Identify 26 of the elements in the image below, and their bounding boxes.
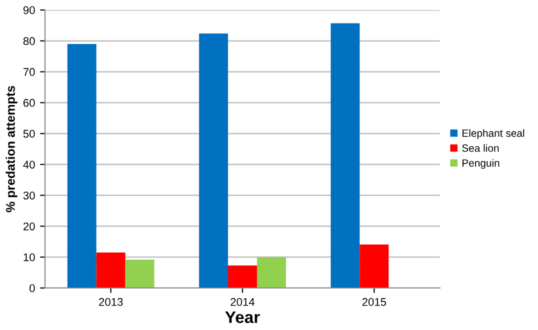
x-tick-label: 2013 bbox=[99, 298, 123, 306]
y-tick-label: 70 bbox=[23, 68, 35, 76]
x-tick-label: 2014 bbox=[230, 298, 255, 306]
y-tick-label: 30 bbox=[23, 192, 35, 200]
bar bbox=[256, 257, 286, 288]
y-tick-label: 20 bbox=[23, 222, 35, 230]
bar bbox=[67, 44, 96, 288]
y-tick-label: 90 bbox=[23, 6, 35, 14]
bar bbox=[330, 23, 360, 288]
legend-label: Sea lion bbox=[462, 144, 499, 152]
bar bbox=[199, 33, 228, 288]
y-axis-title: % predation attempts bbox=[6, 86, 18, 212]
y-tick-label: 10 bbox=[24, 253, 35, 262]
bar bbox=[360, 244, 389, 288]
bar bbox=[125, 260, 154, 288]
legend-label: Penguin bbox=[462, 159, 500, 169]
y-tick-label: 0 bbox=[30, 284, 35, 292]
y-tick-label: 40 bbox=[23, 160, 35, 169]
x-axis-title: Year bbox=[225, 311, 260, 324]
legend-label: Elephant seal bbox=[462, 129, 524, 139]
y-tick-label: 80 bbox=[23, 37, 35, 46]
bar bbox=[96, 252, 126, 288]
y-tick-label: 50 bbox=[23, 130, 35, 138]
bar bbox=[228, 265, 257, 288]
y-tick-label: 60 bbox=[23, 98, 35, 107]
x-tick-label: 2015 bbox=[362, 298, 386, 306]
